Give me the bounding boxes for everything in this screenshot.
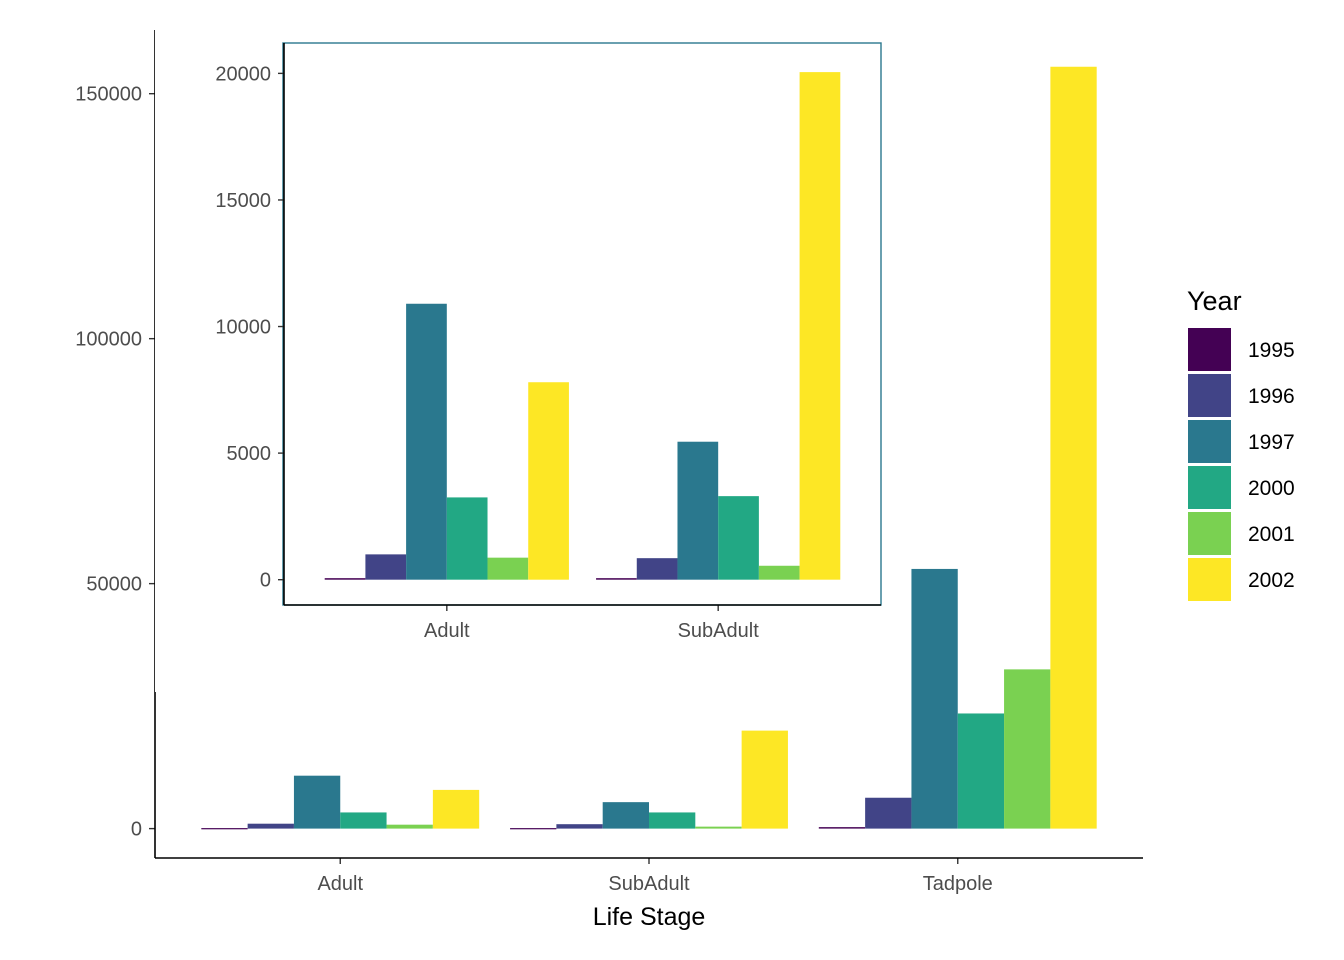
main-bar-tadpole-2000 [957,713,1005,829]
inset-bar-subadult-1996 [636,558,678,580]
main-bar-adult-1997 [293,775,341,829]
inset-x-axis-ticks: Adult SubAdult [424,605,759,642]
inset-y-tick-label: 10000 [215,317,271,339]
main-x-tick-label: SubAdult [608,873,690,895]
inset-bars [324,72,841,580]
main-bar-subadult-1996 [556,824,603,829]
main-bars [201,66,1097,830]
inset-y-tick-label: 20000 [215,63,271,85]
main-bar-adult-1995 [201,828,248,830]
inset-bar-adult-1997 [406,303,447,580]
inset-y-axis-ticks: 0 5000 10000 15000 20000 [215,63,284,592]
inset-bar-adult-1996 [365,554,407,580]
main-x-tick-label: Adult [317,873,363,895]
main-x-axis-ticks: Adult SubAdult Tadpole [317,858,993,895]
legend-label-2002: 2002 [1248,569,1295,592]
inset-bar-adult-2001 [487,557,529,580]
main-x-tick-label: Tadpole [923,873,993,895]
main-bar-tadpole-2001 [1004,669,1051,829]
legend-items: 1995 1996 1997 2000 2001 2002 [1188,328,1295,601]
inset-y-tick-label: 15000 [215,190,271,212]
main-bar-subadult-2001 [695,826,742,829]
main-y-tick-label: 100000 [75,329,142,351]
inset-bar-subadult-2002 [799,72,841,580]
main-y-tick-label: 0 [131,819,142,841]
main-y-axis-ticks: 0 50000 100000 150000 [75,84,155,841]
main-bar-tadpole-1997 [911,568,958,829]
inset-bar-subadult-2001 [758,565,800,580]
main-y-tick-label: 150000 [75,84,142,106]
legend-swatch-2002 [1188,558,1231,601]
inset-bar-adult-2000 [446,497,488,580]
inset-background [155,30,890,692]
legend-swatch-1995 [1188,328,1231,371]
legend: Year 1995 1996 1997 2000 2001 2002 [1187,286,1295,601]
inset-bar-subadult-1995 [596,578,637,580]
main-bar-subadult-2000 [649,812,696,829]
main-bar-adult-2002 [432,789,480,829]
main-bar-tadpole-2002 [1050,66,1097,829]
legend-swatch-1997 [1188,420,1231,463]
main-bar-subadult-1995 [510,828,557,830]
legend-label-1996: 1996 [1248,385,1295,408]
inset-bar-adult-2002 [528,382,569,580]
inset-bar-subadult-2000 [718,496,759,580]
legend-label-2000: 2000 [1248,477,1295,500]
legend-label-1995: 1995 [1248,339,1295,362]
main-bar-adult-1996 [247,823,294,829]
inset-y-tick-label: 5000 [227,443,272,465]
main-bar-adult-2000 [340,812,387,829]
legend-swatch-1996 [1188,374,1231,417]
legend-label-1997: 1997 [1248,431,1295,454]
main-y-tick-label: 50000 [86,574,142,596]
inset-y-tick-label: 0 [260,570,271,592]
inset-bar-subadult-1997 [677,441,719,580]
inset-bar-adult-1995 [324,578,366,580]
inset-x-tick-label: SubAdult [678,620,760,642]
main-bar-tadpole-1995 [818,827,866,829]
main-bar-subadult-2002 [741,730,788,829]
x-axis-title: Life Stage [593,903,706,931]
legend-swatch-2001 [1188,512,1231,555]
legend-title: Year [1187,286,1242,316]
inset-x-tick-label: Adult [424,620,470,642]
main-bar-tadpole-1996 [865,797,912,829]
main-bar-subadult-1997 [602,802,649,829]
legend-label-2001: 2001 [1248,523,1295,546]
main-bar-adult-2001 [386,824,433,829]
inset-plot-panel: 0 5000 10000 15000 20000 Adult SubAdult [155,30,890,692]
legend-swatch-2000 [1188,466,1231,509]
